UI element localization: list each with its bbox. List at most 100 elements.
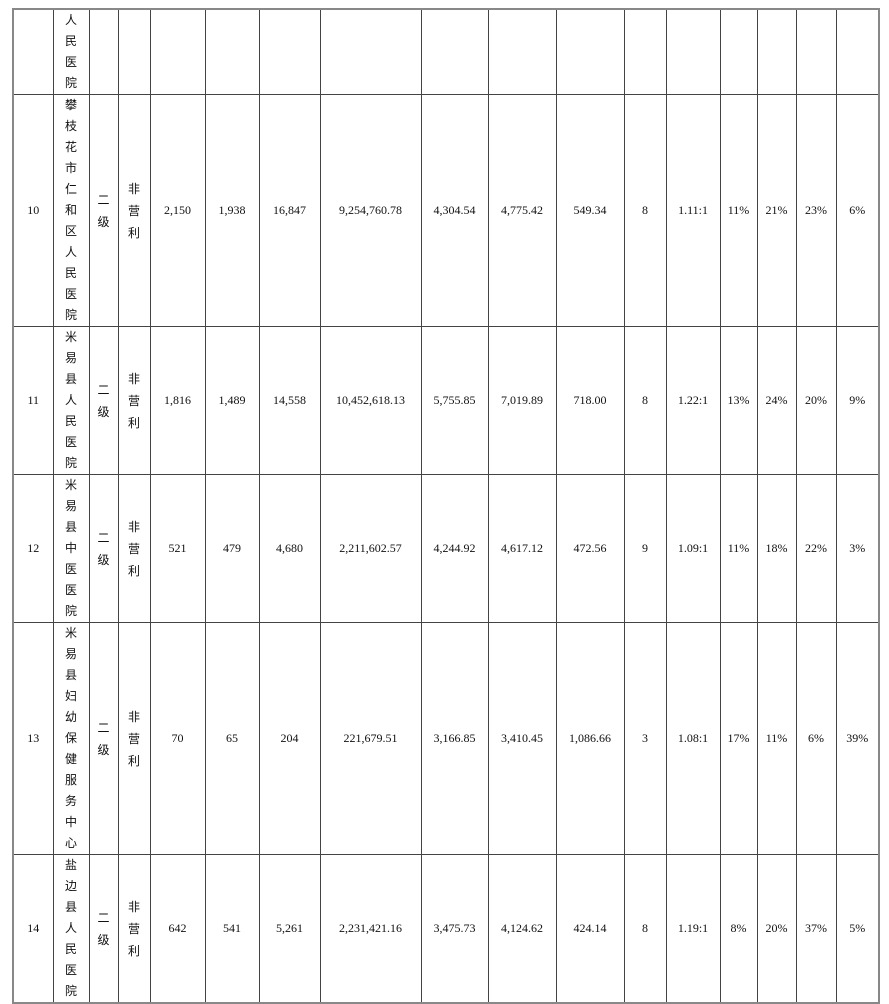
cell-c12: 37% <box>795 854 837 1004</box>
cell-c9: 1.09:1 <box>665 474 721 623</box>
cell-empty <box>204 8 260 95</box>
cell-c12: 23% <box>795 94 837 327</box>
cell-c11: 18% <box>756 474 797 623</box>
table-row-continuation: 人民医院 <box>12 8 880 95</box>
table-row: 12 米易县中医医院 二级 非营利 521 479 4,680 2,211,602.57 4,2… <box>12 474 880 623</box>
cell-c12: 22% <box>795 474 837 623</box>
cell-c7: 472.56 <box>555 474 625 623</box>
cell-empty <box>319 8 422 95</box>
cell-c6: 7,019.89 <box>487 326 557 475</box>
table-row: 13 米易县妇幼保健服务中心 二级 非营利 70 65 204 221,679.51 3,166… <box>12 622 880 855</box>
cell-level <box>88 8 119 95</box>
cell-c5: 3,166.85 <box>420 622 489 855</box>
cell-empty <box>835 8 880 95</box>
cell-empty <box>420 8 489 95</box>
cell-c3: 204 <box>258 622 321 855</box>
cell-c4: 2,211,602.57 <box>319 474 422 623</box>
cell-c6: 4,775.42 <box>487 94 557 327</box>
cell-c1: 1,816 <box>149 326 206 475</box>
cell-empty <box>623 8 667 95</box>
cell-c12: 20% <box>795 326 837 475</box>
cell-c4: 221,679.51 <box>319 622 422 855</box>
cell-c10: 11% <box>719 474 758 623</box>
cell-no <box>12 8 54 95</box>
cell-c3: 14,558 <box>258 326 321 475</box>
cell-type <box>117 8 151 95</box>
cell-c13: 9% <box>835 326 880 475</box>
cell-c1: 521 <box>149 474 206 623</box>
cell-c13: 5% <box>835 854 880 1004</box>
cell-c11: 21% <box>756 94 797 327</box>
cell-c3: 16,847 <box>258 94 321 327</box>
cell-c2: 479 <box>204 474 260 623</box>
cell-c6: 3,410.45 <box>487 622 557 855</box>
cell-type: 非营利 <box>117 326 151 475</box>
cell-c5: 4,304.54 <box>420 94 489 327</box>
cell-type: 非营利 <box>117 854 151 1004</box>
cell-empty <box>665 8 721 95</box>
cell-no: 14 <box>12 854 54 1004</box>
cell-c10: 11% <box>719 94 758 327</box>
cell-c11: 24% <box>756 326 797 475</box>
cell-no: 13 <box>12 622 54 855</box>
cell-level: 二级 <box>88 326 119 475</box>
cell-c12: 6% <box>795 622 837 855</box>
cell-no: 12 <box>12 474 54 623</box>
cell-c8: 8 <box>623 94 667 327</box>
cell-level: 二级 <box>88 854 119 1004</box>
cell-c5: 4,244.92 <box>420 474 489 623</box>
cell-name: 米易县妇幼保健服务中心 <box>52 622 90 855</box>
cell-c10: 8% <box>719 854 758 1004</box>
cell-c7: 718.00 <box>555 326 625 475</box>
cell-name: 盐边县人民医院 <box>52 854 90 1004</box>
cell-level: 二级 <box>88 622 119 855</box>
cell-type: 非营利 <box>117 622 151 855</box>
cell-name: 米易县中医医院 <box>52 474 90 623</box>
cell-c3: 4,680 <box>258 474 321 623</box>
cell-c7: 424.14 <box>555 854 625 1004</box>
cell-empty <box>756 8 797 95</box>
cell-empty <box>795 8 837 95</box>
cell-c8: 3 <box>623 622 667 855</box>
cell-no: 11 <box>12 326 54 475</box>
cell-c2: 541 <box>204 854 260 1004</box>
cell-c2: 1,938 <box>204 94 260 327</box>
cell-c9: 1.19:1 <box>665 854 721 1004</box>
hospital-table: 人民医院 10 攀枝花市仁和区人民医院 二级 非营利 2,150 1,938 16,847 9… <box>12 8 881 1004</box>
cell-type: 非营利 <box>117 474 151 623</box>
cell-type: 非营利 <box>117 94 151 327</box>
cell-c2: 65 <box>204 622 260 855</box>
cell-c13: 39% <box>835 622 880 855</box>
table-row: 14 盐边县人民医院 二级 非营利 642 541 5,261 2,231,421.16 3,4… <box>12 854 880 1004</box>
cell-c4: 10,452,618.13 <box>319 326 422 475</box>
cell-level: 二级 <box>88 94 119 327</box>
cell-c7: 1,086.66 <box>555 622 625 855</box>
cell-c11: 20% <box>756 854 797 1004</box>
cell-empty <box>487 8 557 95</box>
cell-c5: 5,755.85 <box>420 326 489 475</box>
cell-c9: 1.22:1 <box>665 326 721 475</box>
cell-c2: 1,489 <box>204 326 260 475</box>
cell-c8: 8 <box>623 854 667 1004</box>
cell-c10: 13% <box>719 326 758 475</box>
cell-empty <box>149 8 206 95</box>
cell-empty <box>258 8 321 95</box>
cell-c13: 3% <box>835 474 880 623</box>
cell-level: 二级 <box>88 474 119 623</box>
cell-c4: 2,231,421.16 <box>319 854 422 1004</box>
cell-c9: 1.11:1 <box>665 94 721 327</box>
cell-c10: 17% <box>719 622 758 855</box>
cell-no: 10 <box>12 94 54 327</box>
cell-name: 攀枝花市仁和区人民医院 <box>52 94 90 327</box>
table-row: 11 米易县人民医院 二级 非营利 1,816 1,489 14,558 10,452,618… <box>12 326 880 475</box>
cell-c1: 2,150 <box>149 94 206 327</box>
cell-c3: 5,261 <box>258 854 321 1004</box>
cell-name: 米易县人民医院 <box>52 326 90 475</box>
cell-empty <box>555 8 625 95</box>
cell-c13: 6% <box>835 94 880 327</box>
cell-c9: 1.08:1 <box>665 622 721 855</box>
cell-c1: 642 <box>149 854 206 1004</box>
table-row: 10 攀枝花市仁和区人民医院 二级 非营利 2,150 1,938 16,847 9,254,… <box>12 94 880 327</box>
cell-c8: 8 <box>623 326 667 475</box>
cell-c5: 3,475.73 <box>420 854 489 1004</box>
